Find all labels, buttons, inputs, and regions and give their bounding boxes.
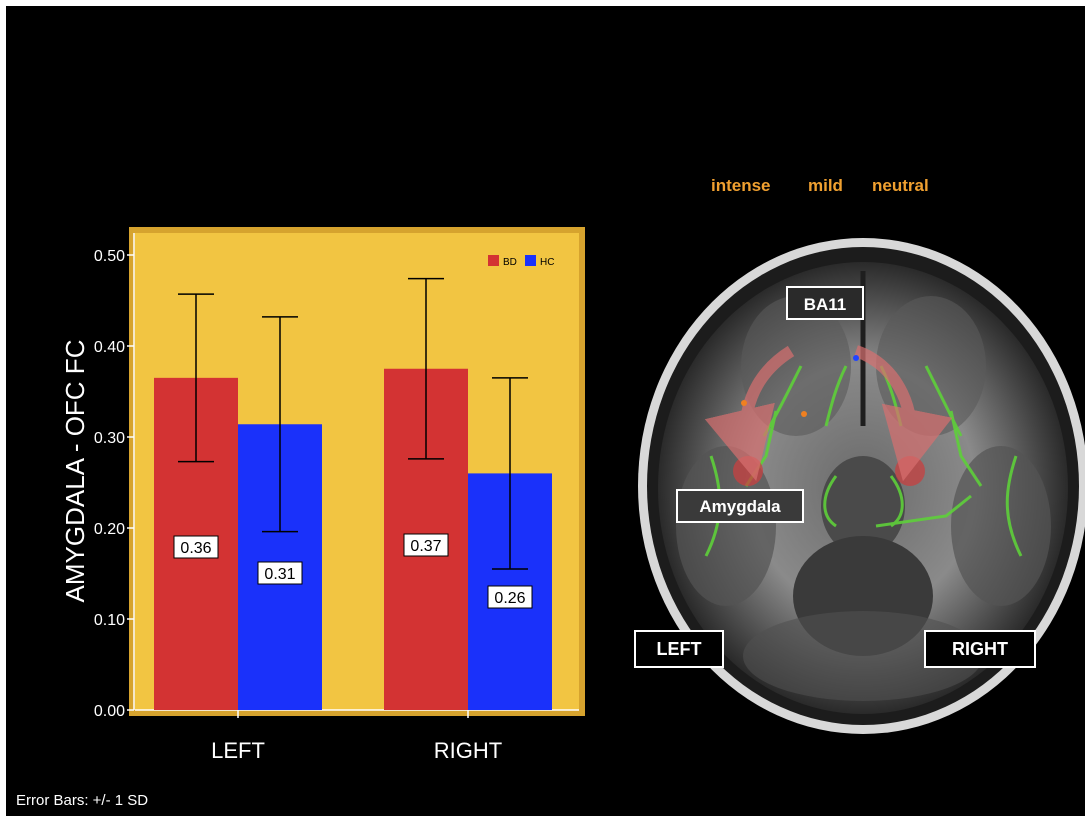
y-tick-label: 0.20 [94,521,125,538]
y-axis-title: AMYGDALA - OFC FC [60,340,90,603]
data-label-box [487,585,533,609]
data-label: 0.26 [494,590,525,607]
data-label: 0.36 [180,540,211,557]
legend-swatch-hc [525,255,536,266]
label-amygdala: Amygdala [676,489,804,523]
data-label-box [403,533,449,557]
bar-chart: 0.00 0.10 0.20 0.30 0.40 0.50 0.36 0.31 LEFT 0.3… [60,227,1085,763]
error-bar-note: Error Bars: +/- 1 SD [16,792,149,809]
key-neutral: neutral [872,176,929,195]
data-label-box [257,561,303,585]
y-tick-label: 0.40 [94,339,125,356]
y-tick-label: 0.00 [94,703,125,720]
legend-label-hc: HC [540,257,554,268]
brain-image [638,238,1085,734]
key-intense: intense [711,176,771,195]
key-mild: mild [808,176,843,195]
data-label: 0.31 [264,566,295,583]
data-label: 0.37 [410,538,441,555]
y-tick-label: 0.10 [94,612,125,629]
figure-panel: 0.00 0.10 0.20 0.30 0.40 0.50 0.36 0.31 LEFT 0.3… [6,6,1085,816]
label-right: RIGHT [924,630,1036,668]
data-label-box [173,535,219,559]
legend: BD HC [488,255,554,268]
label-left: LEFT [634,630,724,668]
x-tick-label-right: RIGHT [434,738,502,763]
x-tick-label-left: LEFT [211,738,265,763]
legend-swatch-bd [488,255,499,266]
y-tick-label: 0.50 [94,248,125,265]
label-ba11: BA11 [786,286,864,320]
y-tick-label: 0.30 [94,430,125,447]
legend-label-bd: BD [503,257,517,268]
